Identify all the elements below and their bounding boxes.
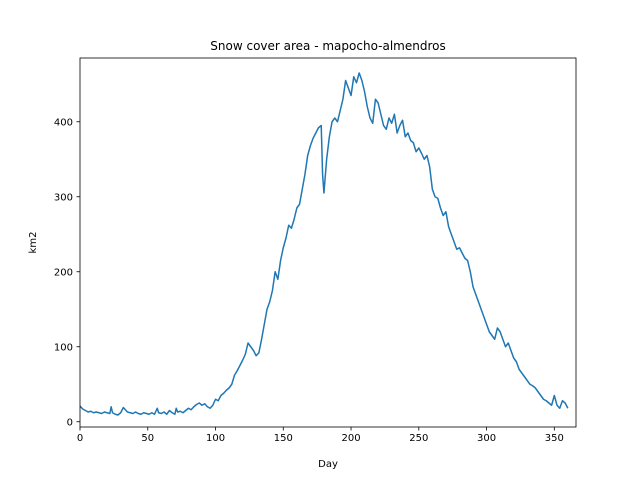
axes-frame: [79, 57, 577, 428]
y-axis-label: km2: [28, 232, 39, 254]
y-tick-label: 300: [54, 192, 73, 203]
plot-area: [79, 57, 577, 428]
x-tick-label: 350: [545, 433, 564, 444]
x-axis: 0 50 100 150 200 250 300 350: [77, 427, 564, 444]
series-line-mapocho-almendros: [79, 72, 569, 416]
y-tick-label: 200: [54, 267, 73, 278]
x-tick-label: 300: [477, 433, 496, 444]
x-tick-label: 50: [141, 433, 154, 444]
x-tick-label: 150: [274, 433, 293, 444]
y-tick-label: 0: [67, 417, 73, 428]
x-tick-label: 0: [77, 433, 83, 444]
x-axis-label: Day: [318, 459, 338, 470]
x-tick-label: 200: [341, 433, 360, 444]
x-tick-label: 100: [206, 433, 225, 444]
x-tick-label: 250: [409, 433, 428, 444]
y-tick-label: 100: [54, 342, 73, 353]
y-tick-label: 400: [54, 117, 73, 128]
y-axis: 0 100 200 300 400: [54, 117, 80, 428]
chart-title: Snow cover area - mapocho-almendros: [210, 39, 445, 53]
